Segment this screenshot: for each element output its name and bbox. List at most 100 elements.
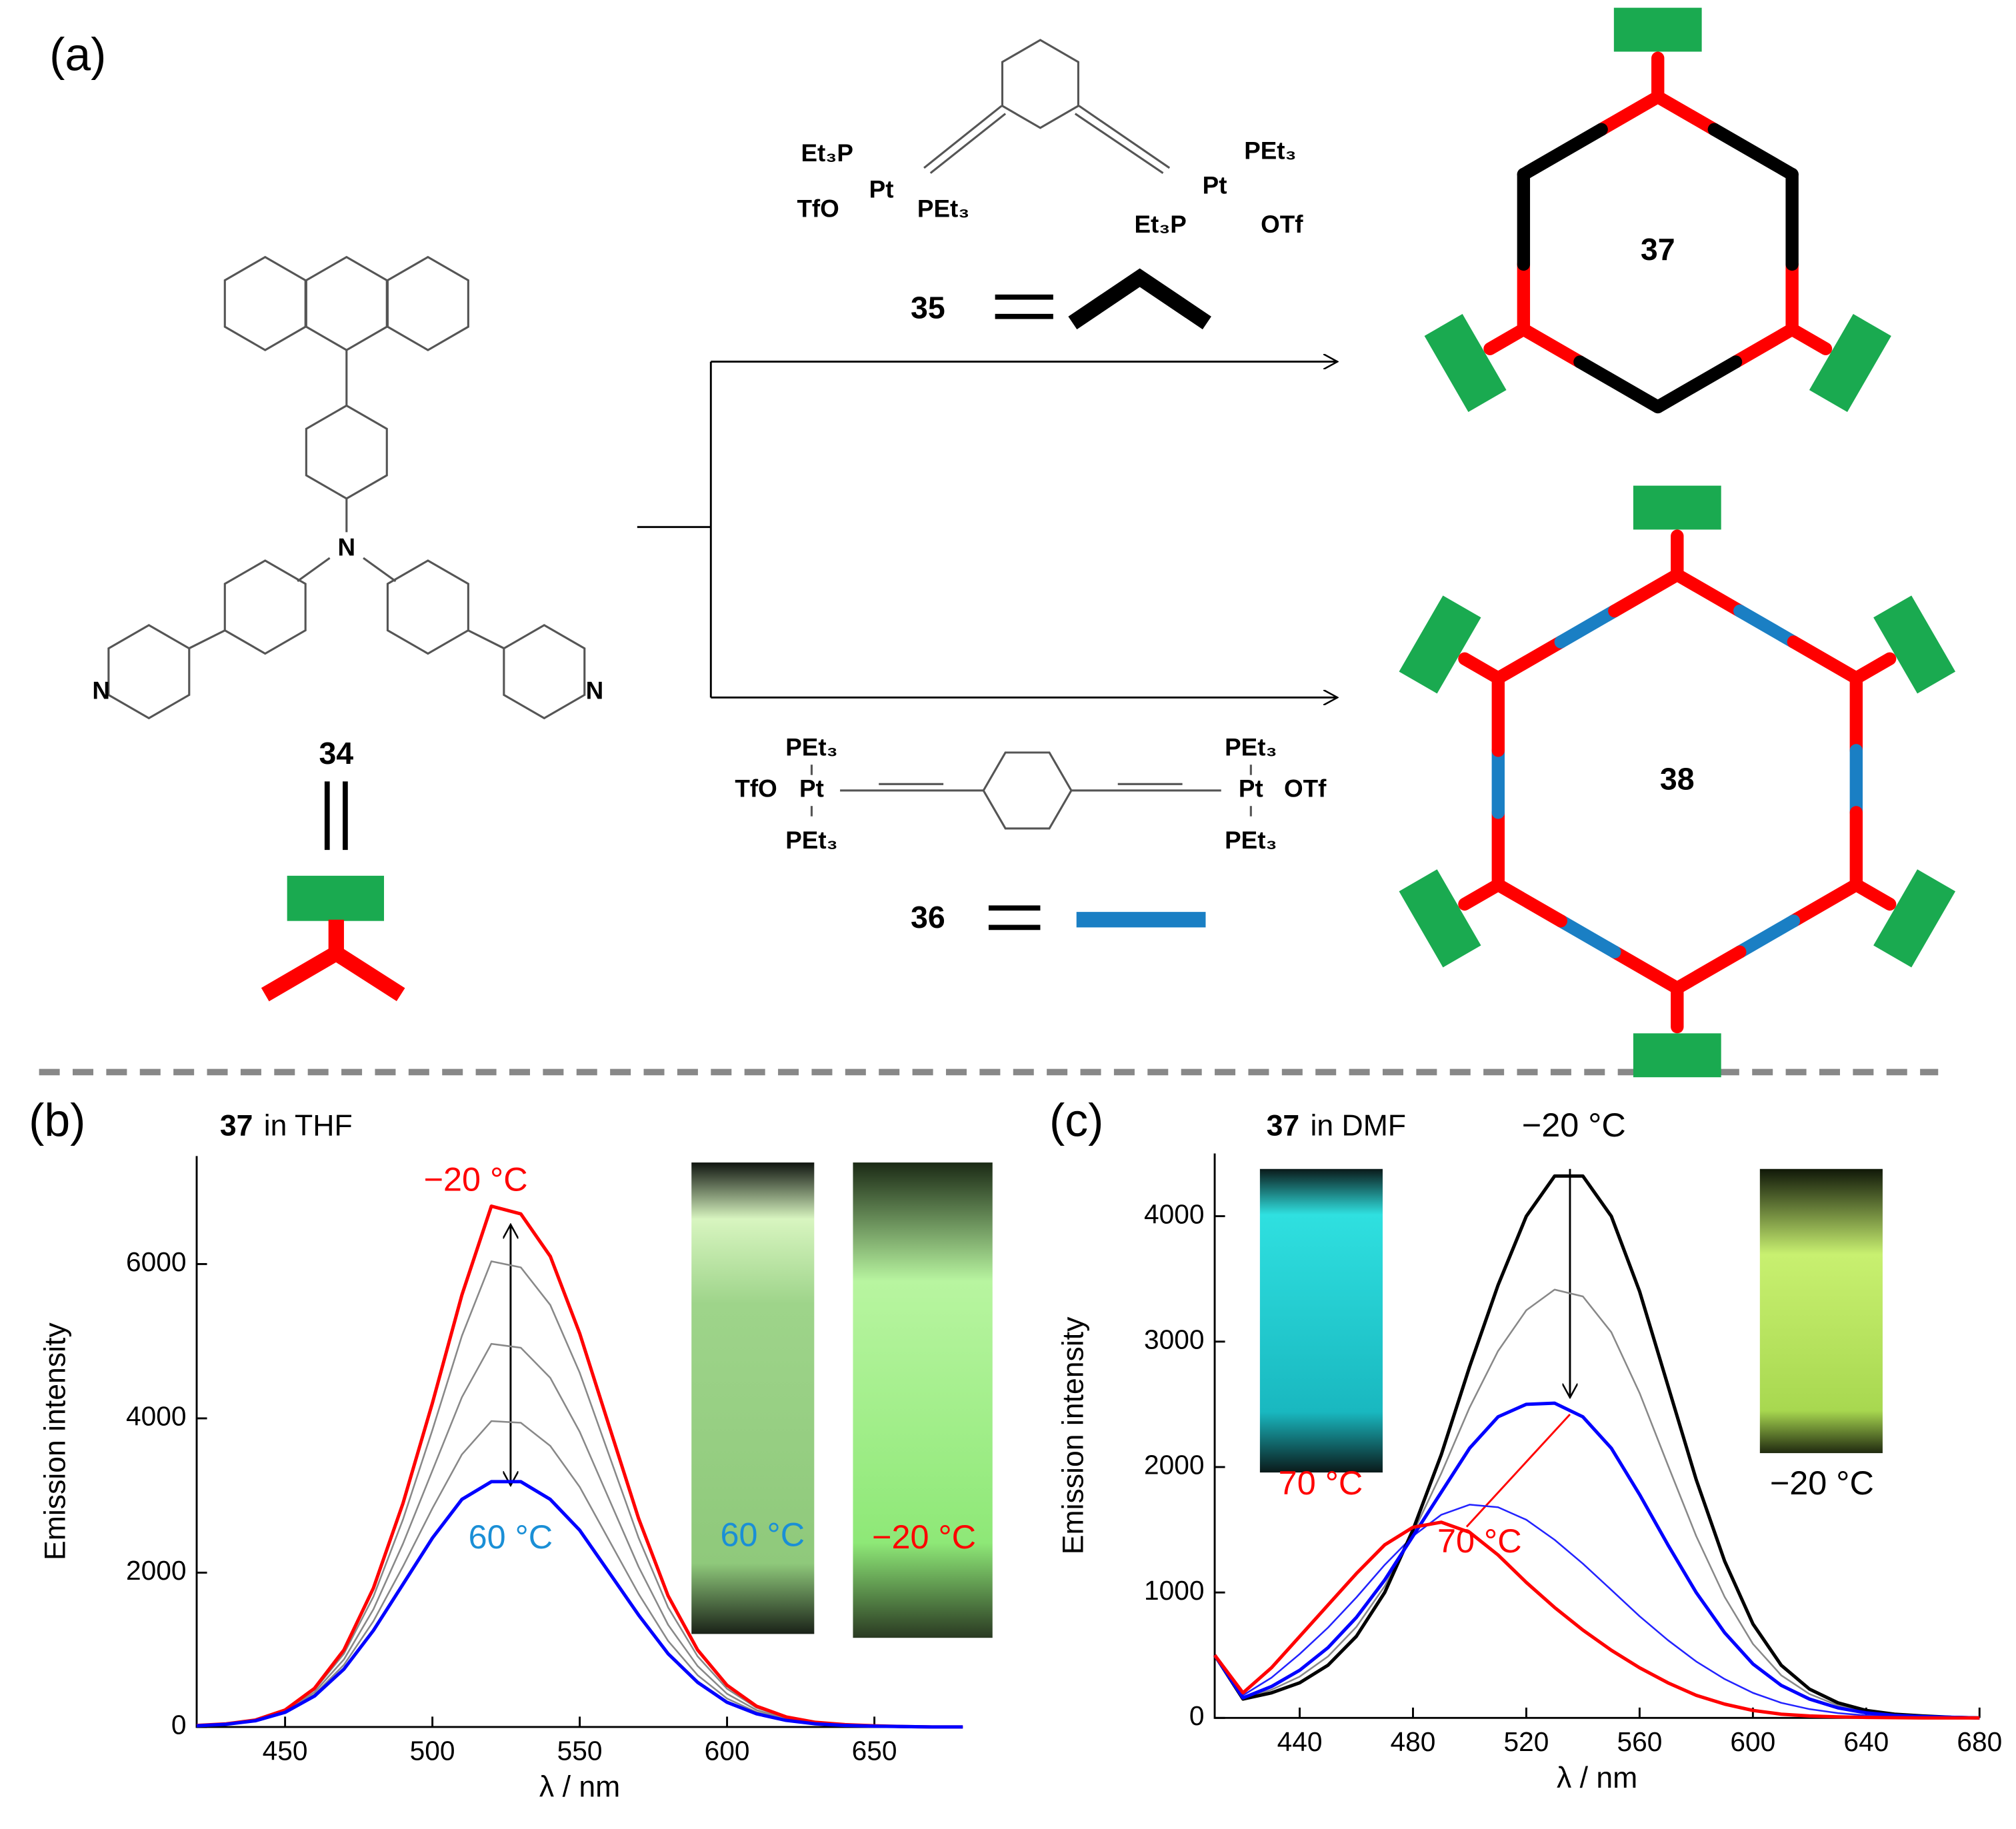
compound-label: 37	[1641, 232, 1675, 267]
bond	[467, 629, 505, 650]
y-tick-label: 2000	[126, 1555, 187, 1586]
x-tick-label: 550	[557, 1735, 603, 1766]
atom-label: Pt	[1203, 172, 1227, 199]
cage-edge	[1458, 878, 1505, 911]
atom-label: PEt₃	[1225, 734, 1277, 761]
x-tick-label: 650	[852, 1735, 897, 1766]
binding-unit	[1633, 1033, 1721, 1078]
spectrum	[196, 1420, 963, 1728]
compound-label: 36	[911, 900, 945, 934]
cage-edge	[1517, 123, 1608, 181]
x-tick-label: 600	[1730, 1726, 1775, 1757]
trend-arrows	[511, 1168, 1570, 1528]
cage-edge	[1707, 123, 1799, 181]
chart-title-medium: in THF	[264, 1110, 353, 1142]
cage-edge	[1517, 323, 1587, 369]
spectrum	[1214, 1504, 1980, 1719]
x-tick-label: 600	[705, 1735, 750, 1766]
cage-edge	[1554, 604, 1621, 649]
y-tick-label: 4000	[126, 1401, 187, 1432]
atom-label: PEt₃	[785, 827, 837, 854]
compound-label: 38	[1660, 762, 1695, 797]
cage-edge	[1595, 90, 1665, 136]
x-tick-label: 480	[1391, 1726, 1436, 1757]
cage-edge	[1849, 878, 1897, 911]
panel-label: (c)	[1049, 1094, 1103, 1146]
compound-label: 35	[911, 290, 945, 325]
cage-edge	[1458, 652, 1505, 685]
binding-unit	[1873, 595, 1956, 694]
chart-title-compound: 37	[1267, 1110, 1300, 1142]
ring	[223, 559, 307, 655]
cage-edge	[1651, 355, 1743, 414]
x-tick-label: 440	[1277, 1726, 1323, 1757]
cage-edge	[1733, 604, 1801, 649]
chart-title-medium: in DMF	[1310, 1110, 1406, 1142]
panel-label: (b)	[29, 1094, 85, 1146]
annotation: −20 °C	[424, 1160, 528, 1198]
binding-unit	[1873, 869, 1956, 968]
chart-title-compound: 37	[220, 1110, 253, 1142]
atom-label: OTf	[1284, 775, 1327, 803]
cage-edge	[1491, 878, 1567, 928]
atom-label: TfO	[797, 195, 839, 223]
annotation: 60 °C	[469, 1518, 553, 1556]
atom-label: N	[586, 677, 604, 704]
x-tick-label: 560	[1617, 1726, 1662, 1757]
cage-edge	[1608, 568, 1684, 618]
annotation: 60 °C	[721, 1515, 805, 1553]
atom-label: OTf	[1261, 211, 1303, 238]
arrows	[637, 362, 1337, 698]
binding-unit	[1399, 595, 1481, 694]
spectrum	[196, 1204, 963, 1729]
ring	[223, 255, 307, 351]
y-tick-label: 4000	[1144, 1198, 1205, 1229]
x-tick-label: 680	[1957, 1726, 2002, 1757]
atom-label: TfO	[735, 775, 777, 803]
angle-symbol	[1068, 268, 1211, 330]
tritopic-symbol	[261, 875, 405, 1002]
ring	[107, 624, 191, 720]
y-axis-label: Emission intensity	[39, 1322, 72, 1560]
cage-edge	[1787, 635, 1863, 685]
bond	[923, 105, 1003, 169]
cage-edge	[1573, 355, 1665, 414]
bond	[1074, 113, 1164, 174]
binding-unit	[1633, 485, 1721, 530]
ring	[386, 255, 469, 351]
ring	[1001, 39, 1079, 129]
cage-edge	[1651, 90, 1721, 136]
equals	[324, 294, 1053, 930]
binding-unit	[1613, 7, 1702, 52]
atom-label: PEt₃	[1244, 137, 1296, 164]
atom-label: PEt₃	[785, 734, 837, 761]
x-axis-label: λ / nm	[539, 1771, 620, 1804]
cage-edge	[1787, 878, 1863, 928]
atom-label: Pt	[869, 176, 894, 203]
panel-label: (a)	[49, 29, 106, 81]
structures	[107, 39, 1252, 830]
bond	[188, 629, 226, 650]
annotation: −20 °C	[872, 1518, 976, 1556]
atom-label: Pt	[1239, 775, 1263, 803]
binding-unit	[1424, 314, 1507, 413]
y-tick-label: 0	[171, 1710, 187, 1740]
y-tick-label: 3000	[1144, 1324, 1205, 1355]
cage-edge	[1849, 652, 1897, 685]
y-tick-label: 2000	[1144, 1450, 1205, 1480]
binding-unit	[1399, 869, 1481, 968]
spectrum	[1213, 1174, 1980, 1720]
cage-edge	[1554, 914, 1621, 958]
ring	[503, 624, 586, 720]
spectrum	[1213, 1520, 1980, 1720]
axis	[195, 1156, 963, 1728]
cage-edge	[1729, 323, 1799, 369]
bond	[297, 557, 331, 583]
cage-edge	[1608, 945, 1684, 995]
y-axis-label: Emission intensity	[1057, 1316, 1090, 1554]
y-tick-label: 6000	[126, 1246, 187, 1277]
cage-edge	[1733, 914, 1801, 958]
spectrum	[196, 1342, 963, 1728]
annotation: 70 °C	[1437, 1522, 1522, 1560]
